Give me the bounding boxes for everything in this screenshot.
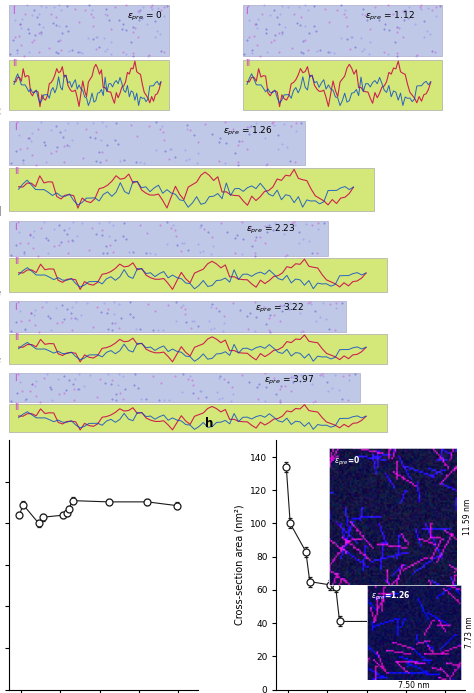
FancyBboxPatch shape <box>9 168 374 211</box>
Text: $\varepsilon_{pre}$ = 3.97: $\varepsilon_{pre}$ = 3.97 <box>264 374 314 387</box>
FancyBboxPatch shape <box>9 404 387 432</box>
Text: $\varepsilon_{pre}$ = 3.22: $\varepsilon_{pre}$ = 3.22 <box>255 302 305 315</box>
FancyBboxPatch shape <box>9 5 169 56</box>
Text: $\varepsilon_{pre}$ = 1.26: $\varepsilon_{pre}$ = 1.26 <box>223 125 273 138</box>
Text: a: a <box>0 0 5 1</box>
Text: I: I <box>14 123 17 132</box>
FancyBboxPatch shape <box>9 222 328 256</box>
Text: II: II <box>245 59 250 68</box>
Text: $\varepsilon_{pre}$ = 0: $\varepsilon_{pre}$ = 0 <box>127 10 163 24</box>
FancyBboxPatch shape <box>9 374 360 402</box>
Text: h: h <box>205 417 213 430</box>
FancyBboxPatch shape <box>9 301 346 332</box>
Text: II: II <box>12 59 17 68</box>
Text: I: I <box>245 7 247 16</box>
FancyBboxPatch shape <box>9 334 387 364</box>
Text: II: II <box>14 403 19 412</box>
Text: $\varepsilon_{pre}$ = 1.12: $\varepsilon_{pre}$ = 1.12 <box>365 10 415 24</box>
FancyBboxPatch shape <box>243 60 442 110</box>
Text: $\varepsilon_{pre}$ = 2.23: $\varepsilon_{pre}$ = 2.23 <box>246 223 296 236</box>
Text: I: I <box>12 7 14 16</box>
Text: I: I <box>14 374 17 383</box>
FancyBboxPatch shape <box>9 258 387 292</box>
Text: I: I <box>14 303 17 312</box>
FancyBboxPatch shape <box>9 121 305 166</box>
Text: II: II <box>14 258 19 267</box>
FancyBboxPatch shape <box>9 60 169 110</box>
Text: II: II <box>14 333 19 342</box>
Y-axis label: Cross-section area (nm²): Cross-section area (nm²) <box>235 505 245 625</box>
Text: b: b <box>230 0 238 1</box>
Text: II: II <box>14 167 19 176</box>
Text: I: I <box>14 223 17 232</box>
FancyBboxPatch shape <box>243 5 442 56</box>
